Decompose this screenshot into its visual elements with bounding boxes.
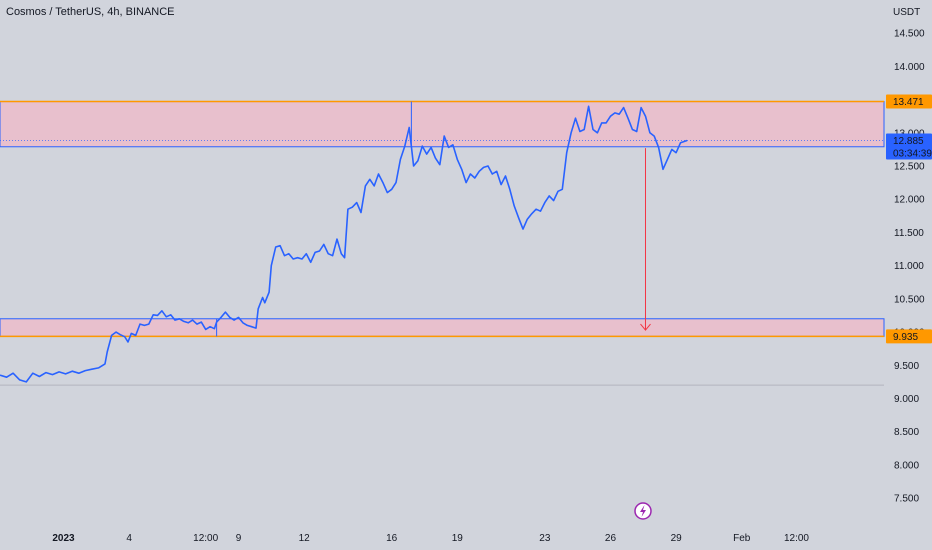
price-badge-label: 9.935 xyxy=(893,332,918,343)
y-tick-label: 12.000 xyxy=(894,195,925,206)
lightning-icon[interactable] xyxy=(634,502,652,520)
y-tick-label: 8.500 xyxy=(894,427,919,438)
y-tick-label: 9.000 xyxy=(894,394,919,405)
x-tick-label: 26 xyxy=(605,533,617,544)
x-tick-label: 12:00 xyxy=(784,533,809,544)
y-tick-label: 12.500 xyxy=(894,162,925,173)
y-tick-label: 14.500 xyxy=(894,29,925,40)
x-tick-label: 12:00 xyxy=(193,533,218,544)
price-badge-level xyxy=(886,94,932,109)
x-tick-label: Feb xyxy=(733,533,751,544)
price-badge-label: 12.885 xyxy=(893,136,924,147)
countdown-label: 03:34:39 xyxy=(893,148,932,159)
lightning-icon-bolt xyxy=(640,505,646,517)
y-tick-label: 7.500 xyxy=(894,494,919,505)
y-tick-label: 8.000 xyxy=(894,460,919,471)
y-tick-label: 10.500 xyxy=(894,294,925,305)
price-badge-current xyxy=(886,133,932,160)
y-axis-unit: USDT xyxy=(893,7,920,18)
target-arrow-head xyxy=(640,323,651,331)
x-tick-label: 16 xyxy=(386,533,398,544)
x-tick-label: 19 xyxy=(452,533,464,544)
x-tick-label: 9 xyxy=(236,533,242,544)
x-tick-label: 12 xyxy=(299,533,311,544)
x-tick-label: 4 xyxy=(126,533,132,544)
x-tick-label: 2023 xyxy=(52,533,75,544)
price-badge-level xyxy=(886,329,932,344)
x-tick-label: 29 xyxy=(671,533,683,544)
zone-box-0 xyxy=(0,101,885,148)
price-badge-label: 13.471 xyxy=(893,97,924,108)
price-series-line xyxy=(0,105,688,383)
symbol-title: Cosmos / TetherUS, 4h, BINANCE xyxy=(6,6,175,18)
y-tick-label: 11.500 xyxy=(894,228,924,239)
y-tick-label: 11.000 xyxy=(894,261,924,272)
y-tick-label: 9.500 xyxy=(894,361,919,372)
x-tick-label: 23 xyxy=(539,533,551,544)
y-tick-label: 14.000 xyxy=(894,62,925,73)
